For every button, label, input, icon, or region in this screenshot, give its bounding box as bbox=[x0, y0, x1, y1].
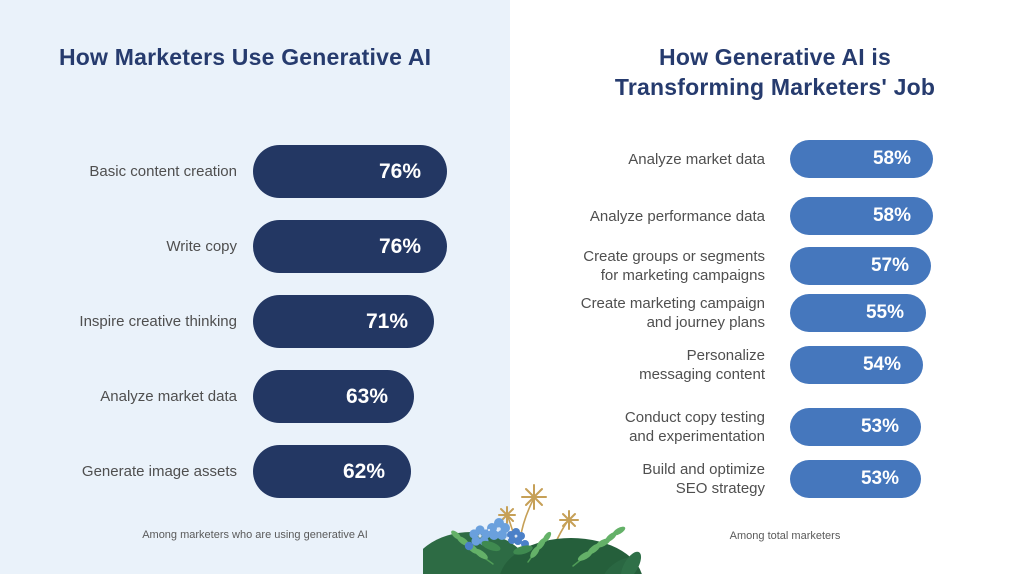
bar-basic-content-creation: 76% bbox=[253, 145, 447, 198]
bar-label: Analyze performance data bbox=[589, 207, 765, 225]
bar-label: Analyze market data bbox=[628, 150, 765, 168]
chart-row: Analyze market data 63% bbox=[0, 370, 510, 423]
bar-label: Conduct copy testing and experimentation bbox=[624, 409, 765, 445]
bar-value: 57% bbox=[870, 255, 909, 276]
chart-row: Analyze performance data 58% bbox=[540, 197, 1020, 235]
chart-row: Create groups or segments for marketing … bbox=[540, 247, 1020, 285]
bar-inspire-creative-thinking: 71% bbox=[253, 295, 434, 348]
bar-value: 53% bbox=[860, 416, 899, 437]
right-chart-title-line2: Transforming Marketers' Job bbox=[614, 74, 936, 100]
right-chart-panel: How Generative AI is Transforming Market… bbox=[510, 0, 1024, 574]
chart-row: Analyze market data 58% bbox=[540, 140, 1020, 178]
chart-row: Personalize messaging content 54% bbox=[540, 346, 1020, 384]
bar-analyze-performance-data: 58% bbox=[790, 197, 933, 235]
bar-value: 63% bbox=[345, 384, 388, 408]
bar-value: 53% bbox=[860, 468, 899, 489]
bar-label: Create marketing campaign and journey pl… bbox=[580, 295, 765, 331]
chart-row: Conduct copy testing and experimentation… bbox=[540, 408, 1020, 446]
bar-label: Inspire creative thinking bbox=[79, 313, 237, 330]
bar-value: 62% bbox=[342, 459, 385, 483]
bar-value: 76% bbox=[378, 234, 421, 258]
bar-value: 58% bbox=[872, 205, 911, 226]
bar-value: 58% bbox=[872, 148, 911, 169]
bar-analyze-market-data: 63% bbox=[253, 370, 414, 423]
chart-row: Write copy 76% bbox=[0, 220, 510, 273]
chart-row: Build and optimize SEO strategy 53% bbox=[540, 460, 1020, 498]
left-chart-bars: Basic content creation 76% Write copy 76… bbox=[0, 145, 510, 520]
left-chart-footnote: Among marketers who are using generative… bbox=[142, 529, 368, 541]
bar-personalize-messaging: 54% bbox=[790, 346, 923, 384]
bar-label: Build and optimize SEO strategy bbox=[642, 461, 765, 497]
plant-flowers-illustration bbox=[423, 484, 642, 574]
bar-label: Analyze market data bbox=[100, 388, 237, 405]
chart-row: Inspire creative thinking 71% bbox=[0, 295, 510, 348]
chart-row: Create marketing campaign and journey pl… bbox=[540, 294, 1020, 332]
bar-generate-image-assets: 62% bbox=[253, 445, 411, 498]
bar-value: 55% bbox=[865, 302, 904, 323]
right-chart-footnote: Among total marketers bbox=[729, 530, 841, 542]
bar-label: Write copy bbox=[166, 238, 237, 255]
bar-create-groups-segments: 57% bbox=[790, 247, 931, 285]
bar-value: 54% bbox=[862, 354, 901, 375]
right-chart-title-line1: How Generative AI is bbox=[659, 44, 891, 70]
bar-value: 71% bbox=[365, 309, 408, 333]
right-chart-bars: Analyze market data 58% Analyze performa… bbox=[540, 140, 1020, 498]
bar-value: 76% bbox=[378, 159, 421, 183]
bar-write-copy: 76% bbox=[253, 220, 447, 273]
bar-analyze-market-data-2: 58% bbox=[790, 140, 933, 178]
chart-row: Generate image assets 62% bbox=[0, 445, 510, 498]
bar-label: Personalize messaging content bbox=[639, 347, 765, 383]
bar-create-marketing-campaign: 55% bbox=[790, 294, 926, 332]
bar-label: Basic content creation bbox=[89, 163, 237, 180]
bar-label: Generate image assets bbox=[81, 463, 237, 480]
left-chart-panel: How Marketers Use Generative AI Basic co… bbox=[0, 0, 510, 574]
left-chart-title: How Marketers Use Generative AI bbox=[59, 44, 432, 70]
right-chart-title: How Generative AI is Transforming Market… bbox=[540, 42, 1010, 102]
bar-build-optimize-seo: 53% bbox=[790, 460, 921, 498]
bar-label: Create groups or segments for marketing … bbox=[583, 248, 765, 284]
chart-row: Basic content creation 76% bbox=[0, 145, 510, 198]
bar-conduct-copy-testing: 53% bbox=[790, 408, 921, 446]
